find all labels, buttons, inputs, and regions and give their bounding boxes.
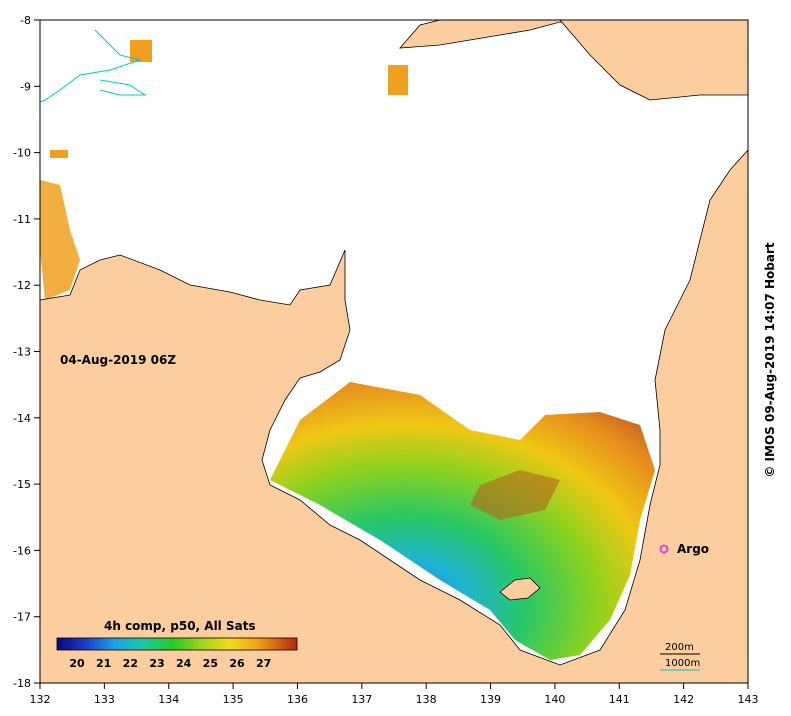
land-west-gulf (40, 149, 748, 683)
y-tick-label: -11 (13, 213, 31, 226)
sst-field (270, 382, 655, 660)
depth-legend: 200m 1000m (660, 642, 700, 671)
y-tick-label: -18 (13, 677, 31, 690)
x-tick-label: 138 (416, 693, 437, 706)
y-axis: -8 -9 -10 -11 -12 -13 -14 -15 -16 -17 -18 (13, 14, 40, 690)
land-island (499, 577, 541, 601)
x-tick-label: 143 (738, 693, 759, 706)
sst-patch-b (388, 65, 408, 95)
sst-patch-a (130, 40, 152, 62)
colorbar-tick-label: 21 (96, 657, 111, 670)
x-tick-label: 142 (673, 693, 694, 706)
colorbar-tick-label: 22 (123, 657, 138, 670)
argo-marker: Argo (659, 542, 709, 556)
y-tick-label: -10 (13, 147, 31, 160)
colorbar-tick-label: 25 (203, 657, 218, 670)
x-tick-label: 135 (223, 693, 244, 706)
x-tick-label: 140 (544, 693, 565, 706)
y-tick-label: -9 (20, 80, 31, 93)
x-tick-label: 137 (351, 693, 372, 706)
y-tick-label: -8 (20, 14, 31, 27)
colorbar-tick-label: 20 (69, 657, 85, 670)
x-tick-label: 132 (30, 693, 51, 706)
x-axis: 132 133 134 135 136 137 138 139 140 141 142 143 (30, 683, 759, 706)
y-tick-label: -17 (13, 611, 31, 624)
y-tick-label: -12 (13, 279, 31, 292)
sst-patch-c (50, 150, 68, 158)
date-label: 04-Aug-2019 06Z (60, 353, 176, 367)
x-tick-label: 141 (609, 693, 630, 706)
colorbar-tick-label: 23 (149, 657, 164, 670)
y-tick-label: -13 (13, 346, 31, 359)
colorbar-title: 4h comp, p50, All Sats (104, 619, 256, 633)
depth-200-label: 200m (665, 642, 694, 653)
colorbar: 4h comp, p50, All Sats 20 21 22 23 24 25 26 27 (56, 619, 298, 670)
x-tick-label: 133 (94, 693, 115, 706)
y-tick-label: -14 (13, 412, 31, 425)
sst-north-patch (40, 180, 80, 300)
x-tick-label: 136 (287, 693, 308, 706)
depth-1000-label: 1000m (665, 658, 700, 669)
colorbar-tick-label: 27 (256, 657, 271, 670)
y-tick-label: -15 (13, 478, 31, 491)
y-tick-label: -16 (13, 544, 31, 557)
isobath-1000 (40, 29, 142, 103)
land-papua-south (559, 20, 748, 101)
credit-text: © IMOS 09-Aug-2019 14:07 Hobart (763, 242, 777, 478)
argo-label: Argo (677, 542, 709, 556)
isobath-1000-b (99, 79, 147, 96)
colorbar-ticks: 20 21 22 23 24 25 26 27 (69, 657, 271, 670)
colorbar-tick-label: 24 (176, 657, 192, 670)
x-tick-label: 134 (158, 693, 179, 706)
colorbar-gradient (56, 637, 298, 651)
colorbar-tick-label: 26 (229, 657, 245, 670)
sst-warm-core (470, 470, 560, 520)
x-tick-label: 139 (480, 693, 501, 706)
